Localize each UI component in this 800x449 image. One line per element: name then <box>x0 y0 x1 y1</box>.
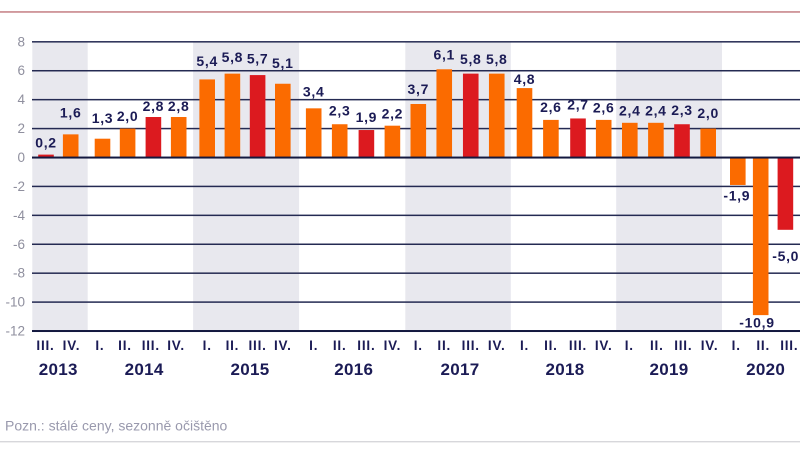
svg-text:2,6: 2,6 <box>540 99 562 115</box>
svg-text:IV.: IV. <box>701 338 719 353</box>
svg-text:-4: -4 <box>13 208 25 223</box>
svg-text:4,8: 4,8 <box>514 71 536 87</box>
svg-text:5,1: 5,1 <box>272 55 294 71</box>
svg-text:III.: III. <box>780 338 798 353</box>
svg-text:-10,9: -10,9 <box>739 315 774 331</box>
svg-text:III.: III. <box>674 338 692 353</box>
svg-text:III.: III. <box>569 338 587 353</box>
svg-text:2,4: 2,4 <box>645 103 667 119</box>
svg-text:4: 4 <box>17 92 25 107</box>
svg-text:6: 6 <box>17 63 25 78</box>
svg-text:I.: I. <box>95 338 104 353</box>
svg-text:IV.: IV. <box>167 338 185 353</box>
svg-text:-12: -12 <box>5 324 25 339</box>
svg-text:2,3: 2,3 <box>329 103 351 119</box>
svg-text:2017: 2017 <box>440 360 479 379</box>
svg-text:II.: II. <box>226 338 240 353</box>
svg-text:2,8: 2,8 <box>143 98 165 114</box>
svg-text:II.: II. <box>118 338 132 353</box>
svg-text:5,8: 5,8 <box>460 51 482 67</box>
svg-text:1,6: 1,6 <box>60 105 82 121</box>
svg-text:2,4: 2,4 <box>619 103 641 119</box>
svg-text:IV.: IV. <box>488 338 506 353</box>
svg-text:1,3: 1,3 <box>92 110 114 126</box>
svg-text:2,3: 2,3 <box>671 102 693 118</box>
svg-text:5,4: 5,4 <box>196 53 218 69</box>
svg-text:I.: I. <box>520 338 529 353</box>
svg-text:IV.: IV. <box>595 338 613 353</box>
svg-text:3,4: 3,4 <box>303 84 325 100</box>
svg-text:1,9: 1,9 <box>356 109 378 125</box>
svg-text:II.: II. <box>756 338 770 353</box>
svg-text:II.: II. <box>544 338 558 353</box>
svg-text:II.: II. <box>333 338 347 353</box>
svg-text:IV.: IV. <box>274 338 292 353</box>
svg-text:-2: -2 <box>13 179 25 194</box>
svg-text:Pozn.: stálé ceny, sezonně oči: Pozn.: stálé ceny, sezonně očištěno <box>5 418 228 434</box>
svg-text:6,1: 6,1 <box>433 46 455 62</box>
svg-text:III.: III. <box>248 338 266 353</box>
svg-text:2016: 2016 <box>334 360 373 379</box>
svg-text:3,7: 3,7 <box>408 81 430 97</box>
svg-text:2,6: 2,6 <box>593 100 615 116</box>
svg-text:-1,9: -1,9 <box>723 188 750 204</box>
svg-text:III.: III. <box>462 338 480 353</box>
svg-text:-6: -6 <box>13 237 25 252</box>
svg-text:III.: III. <box>142 338 160 353</box>
svg-text:I.: I. <box>203 338 212 353</box>
svg-text:II.: II. <box>650 338 664 353</box>
svg-text:5,7: 5,7 <box>247 51 269 67</box>
svg-text:-5,0: -5,0 <box>772 248 799 264</box>
svg-text:I.: I. <box>625 338 634 353</box>
svg-text:2019: 2019 <box>649 360 688 379</box>
svg-text:IV.: IV. <box>63 338 81 353</box>
svg-text:2013: 2013 <box>39 360 78 379</box>
svg-text:5,8: 5,8 <box>222 49 244 65</box>
svg-text:I.: I. <box>414 338 423 353</box>
svg-text:2,0: 2,0 <box>117 108 139 124</box>
svg-text:IV.: IV. <box>384 338 402 353</box>
svg-text:2,0: 2,0 <box>697 105 719 121</box>
svg-text:2,7: 2,7 <box>567 97 589 113</box>
svg-text:5,8: 5,8 <box>486 51 508 67</box>
svg-text:I.: I. <box>309 338 318 353</box>
svg-text:8: 8 <box>17 34 25 49</box>
svg-text:I.: I. <box>732 338 741 353</box>
svg-text:II.: II. <box>437 338 451 353</box>
svg-text:0: 0 <box>17 150 25 165</box>
svg-text:2018: 2018 <box>545 360 584 379</box>
svg-text:-8: -8 <box>13 266 25 281</box>
svg-text:III.: III. <box>36 338 54 353</box>
svg-text:III.: III. <box>357 338 375 353</box>
svg-text:-10: -10 <box>5 295 25 310</box>
svg-text:0,2: 0,2 <box>35 134 57 150</box>
svg-text:2: 2 <box>17 121 25 136</box>
svg-text:2014: 2014 <box>125 360 164 379</box>
svg-text:2,2: 2,2 <box>382 105 404 121</box>
svg-text:2020: 2020 <box>746 360 785 379</box>
svg-text:2,8: 2,8 <box>168 98 190 114</box>
svg-text:2015: 2015 <box>230 360 269 379</box>
